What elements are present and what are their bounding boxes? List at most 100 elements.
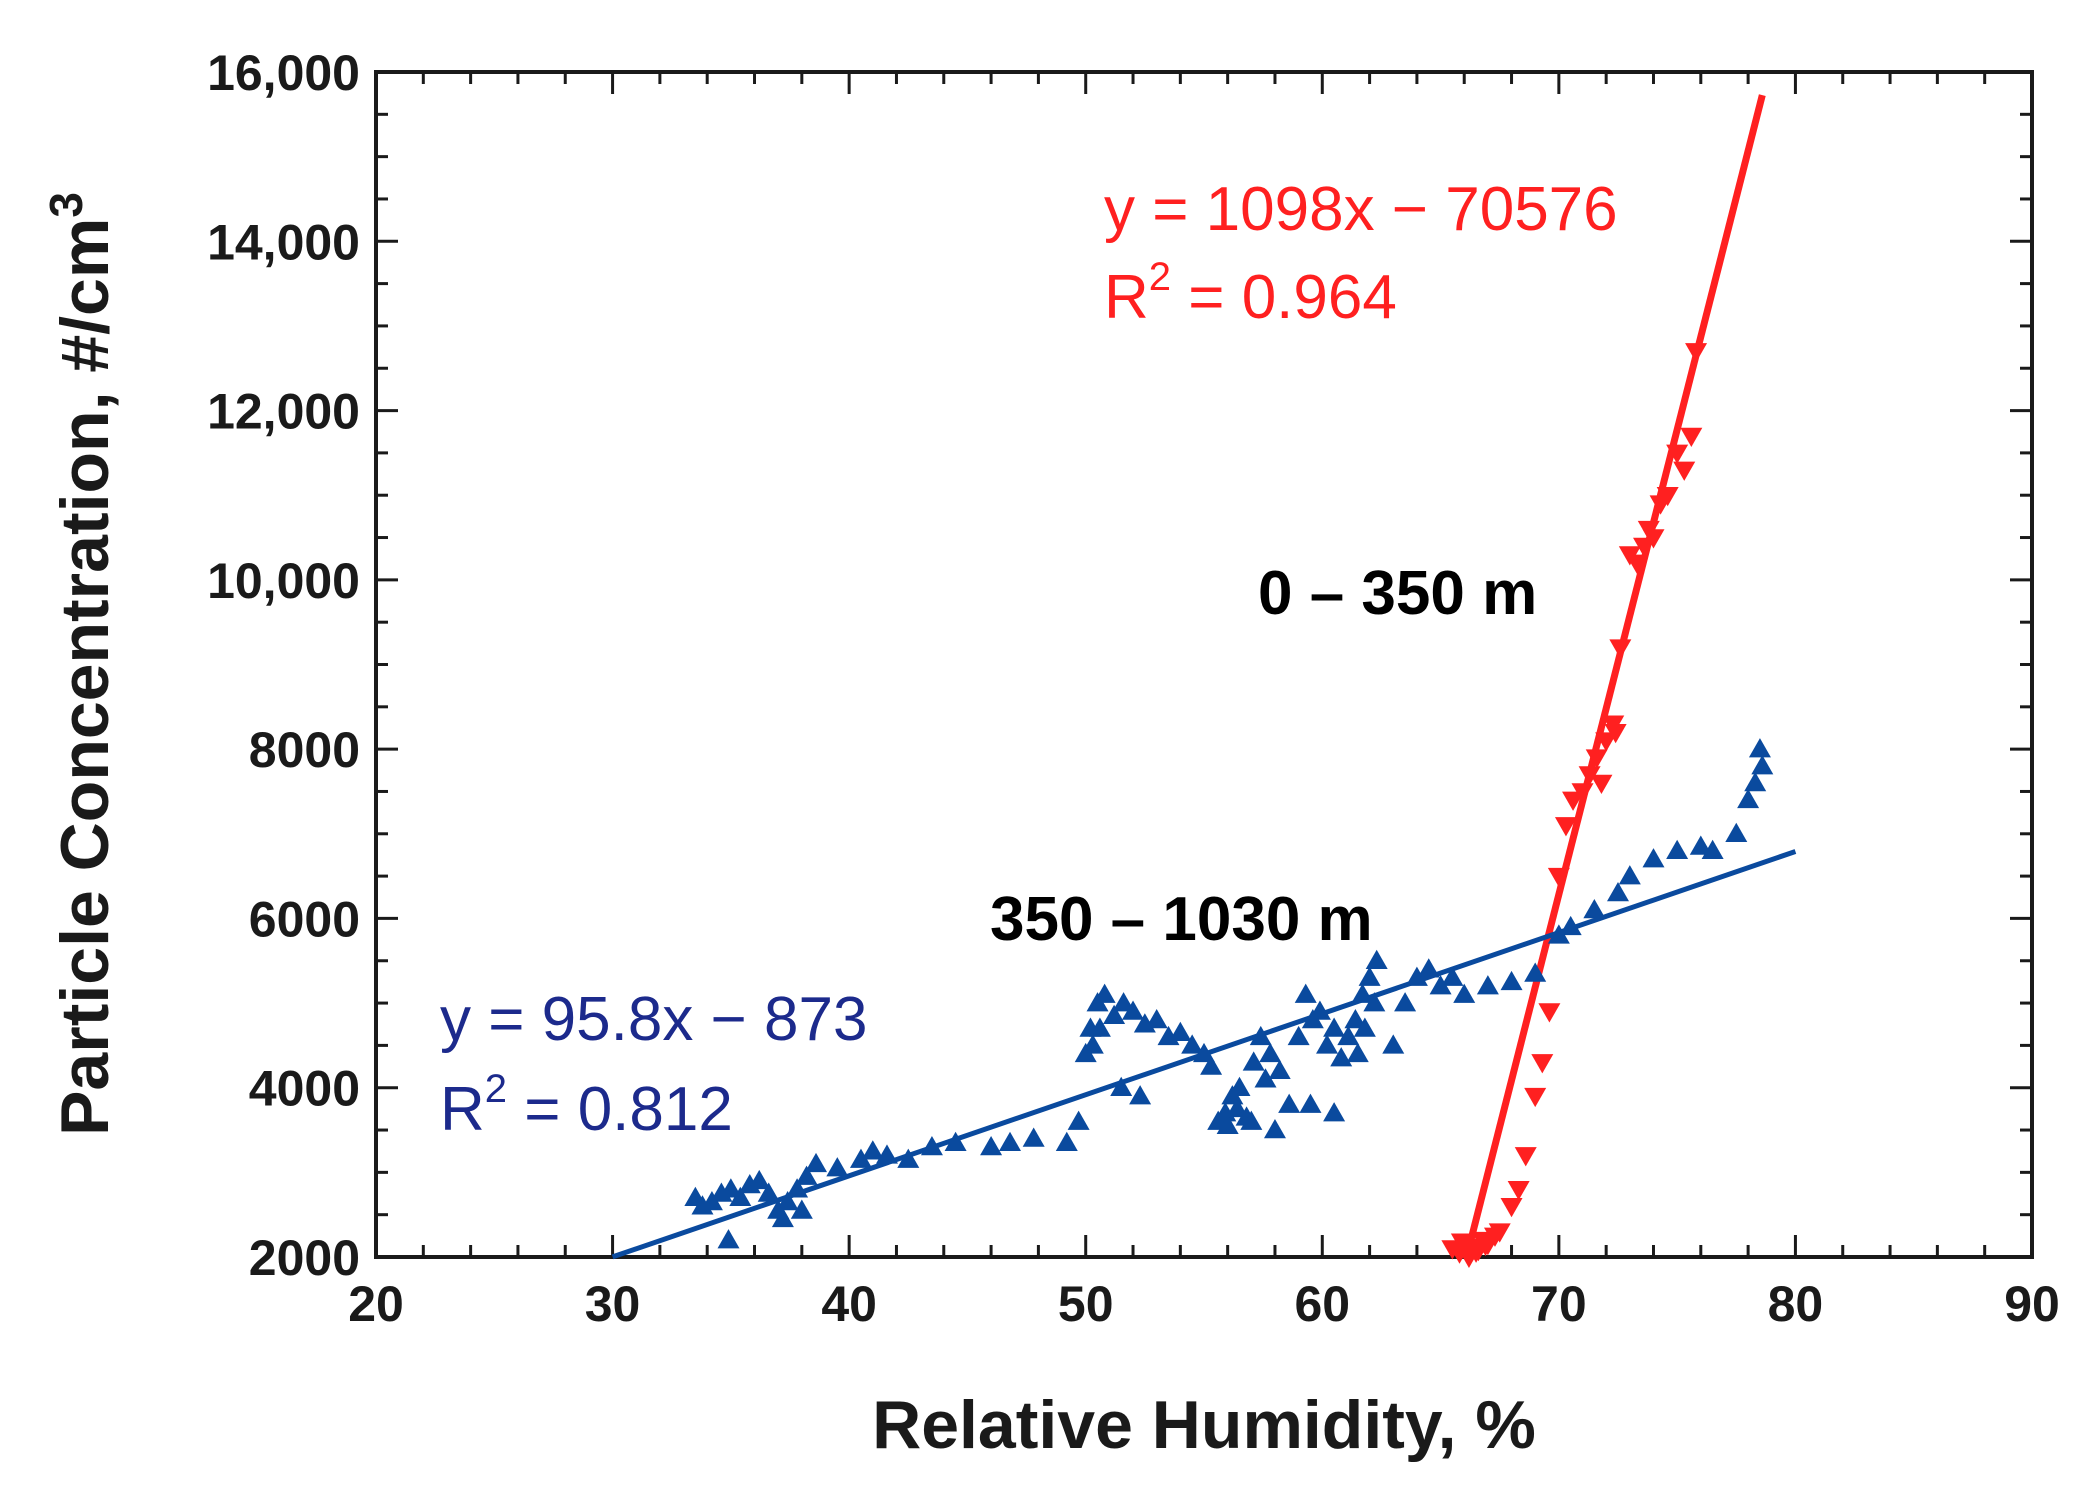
blue-r2-value: = 0.812 [507, 1075, 733, 1144]
blue-r2-prefix: R [440, 1075, 485, 1144]
data-point-lower-layer [1450, 1233, 1473, 1253]
data-point-lower-layer [1685, 343, 1708, 363]
data-point-upper-layer [1294, 983, 1317, 1003]
y-tick-label: 14,000 [207, 214, 360, 270]
data-point-upper-layer [999, 1131, 1022, 1151]
y-axis-title: Particle Concentration, #/cm3 [40, 192, 123, 1136]
data-point-upper-layer [1344, 1009, 1367, 1029]
data-point-upper-layer [1346, 1042, 1369, 1063]
data-point-lower-layer [1538, 1003, 1561, 1023]
x-axis-title: Relative Humidity, % [872, 1387, 1536, 1463]
data-point-lower-layer [1578, 766, 1601, 786]
data-point-upper-layer [1263, 1119, 1286, 1139]
data-point-upper-layer [1748, 738, 1771, 758]
data-point-upper-layer [1524, 962, 1547, 982]
red-fit-equation: y = 1098x − 70576 [1104, 175, 1618, 244]
data-point-upper-layer [1112, 992, 1135, 1012]
data-point-upper-layer [1744, 772, 1767, 792]
data-point-upper-layer [1242, 1051, 1265, 1071]
data-point-upper-layer [717, 1229, 740, 1249]
red-r2-prefix: R [1104, 263, 1149, 332]
data-point-upper-layer [1278, 1093, 1301, 1113]
x-tick-label: 70 [1531, 1276, 1587, 1332]
data-point-upper-layer [1642, 848, 1665, 868]
y-axis-ticks [376, 70, 2032, 1259]
y-tick-label: 10,000 [207, 553, 360, 609]
data-point-lower-layer [1474, 1236, 1497, 1257]
data-point-upper-layer [729, 1186, 752, 1206]
red-fit-r2: R2 = 0.964 [1104, 255, 1397, 332]
data-point-lower-layer [1673, 461, 1696, 481]
data-point-upper-layer [1337, 1025, 1360, 1046]
x-axis-ticks [374, 72, 2034, 1257]
data-point-lower-layer [1595, 732, 1618, 752]
data-point-lower-layer [1590, 774, 1613, 794]
data-point-upper-layer [1417, 958, 1440, 978]
data-point-upper-layer [1365, 949, 1388, 969]
data-point-upper-layer [897, 1148, 920, 1168]
data-point-upper-layer [1122, 1000, 1145, 1020]
x-tick-label: 90 [2004, 1276, 2060, 1332]
data-point-upper-layer [1441, 966, 1464, 986]
data-point-upper-layer [1216, 1114, 1239, 1135]
blue-fit-r2: R2 = 0.812 [440, 1067, 733, 1144]
data-point-upper-layer [1476, 975, 1499, 995]
data-point-upper-layer [771, 1207, 794, 1228]
blue-fit-equation: y = 95.8x − 873 [440, 985, 867, 1054]
data-point-upper-layer [1181, 1034, 1204, 1054]
data-point-upper-layer [1129, 1085, 1152, 1105]
series-label-high-altitude: 350 – 1030 m [990, 885, 1373, 954]
x-tick-label: 40 [821, 1276, 877, 1332]
data-point-lower-layer [1633, 537, 1656, 557]
data-point-upper-layer [1351, 983, 1374, 1003]
data-point-lower-layer [1585, 749, 1608, 769]
data-point-upper-layer [1358, 966, 1381, 986]
data-point-upper-layer [1200, 1055, 1223, 1075]
data-point-upper-layer [1110, 1076, 1133, 1096]
data-point-lower-layer [1637, 520, 1660, 541]
data-point-upper-layer [1193, 1042, 1215, 1063]
data-point-upper-layer [748, 1169, 771, 1190]
data-point-upper-layer [1725, 822, 1748, 843]
data-point-upper-layer [826, 1157, 849, 1177]
data-point-upper-layer [786, 1178, 809, 1198]
data-point-upper-layer [1701, 839, 1724, 859]
data-point-upper-layer [1228, 1076, 1251, 1096]
data-point-upper-layer [1559, 915, 1582, 936]
data-point-lower-layer [1625, 554, 1648, 574]
data-point-lower-layer [1514, 1147, 1537, 1167]
data-point-upper-layer [1500, 970, 1523, 991]
data-point-upper-layer [1308, 1000, 1331, 1020]
x-tick-label: 30 [585, 1276, 641, 1332]
data-point-upper-layer [805, 1152, 828, 1173]
data-point-upper-layer [1751, 755, 1774, 775]
y-axis-title-main: Particle Concentration, #/cm [47, 218, 123, 1136]
y-tick-label: 2000 [249, 1230, 360, 1286]
data-point-upper-layer [875, 1144, 898, 1164]
data-point-upper-layer [1323, 1017, 1346, 1037]
red-r2-superscript: 2 [1149, 255, 1171, 299]
data-point-upper-layer [1088, 1017, 1111, 1037]
fit-line [1465, 94, 1766, 1249]
data-point-upper-layer [757, 1182, 780, 1202]
data-point-upper-layer [1618, 865, 1641, 885]
data-point-lower-layer [1609, 639, 1632, 659]
data-point-upper-layer [1268, 1059, 1291, 1080]
y-tick-label: 4000 [249, 1061, 360, 1117]
data-point-upper-layer [1254, 1068, 1277, 1088]
red-r2-value: = 0.964 [1171, 263, 1397, 332]
data-point-upper-layer [1287, 1025, 1310, 1046]
x-axis-tick-labels: 20 30 40 50 60 70 80 90 [348, 1276, 2060, 1332]
y-axis-tick-labels: 2000 4000 6000 8000 10,000 12,000 14,000 16,000 [207, 45, 360, 1286]
data-point-lower-layer [1604, 723, 1627, 744]
data-point-upper-layer [1022, 1127, 1045, 1147]
y-tick-label: 12,000 [207, 384, 360, 440]
data-point-upper-layer [1382, 1034, 1405, 1054]
data-point-lower-layer [1571, 783, 1594, 803]
x-tick-label: 80 [1768, 1276, 1824, 1332]
data-point-lower-layer [1488, 1223, 1511, 1243]
data-point-upper-layer [1737, 788, 1760, 809]
data-point-lower-layer [1507, 1181, 1530, 1201]
data-point-upper-layer [1583, 898, 1606, 919]
